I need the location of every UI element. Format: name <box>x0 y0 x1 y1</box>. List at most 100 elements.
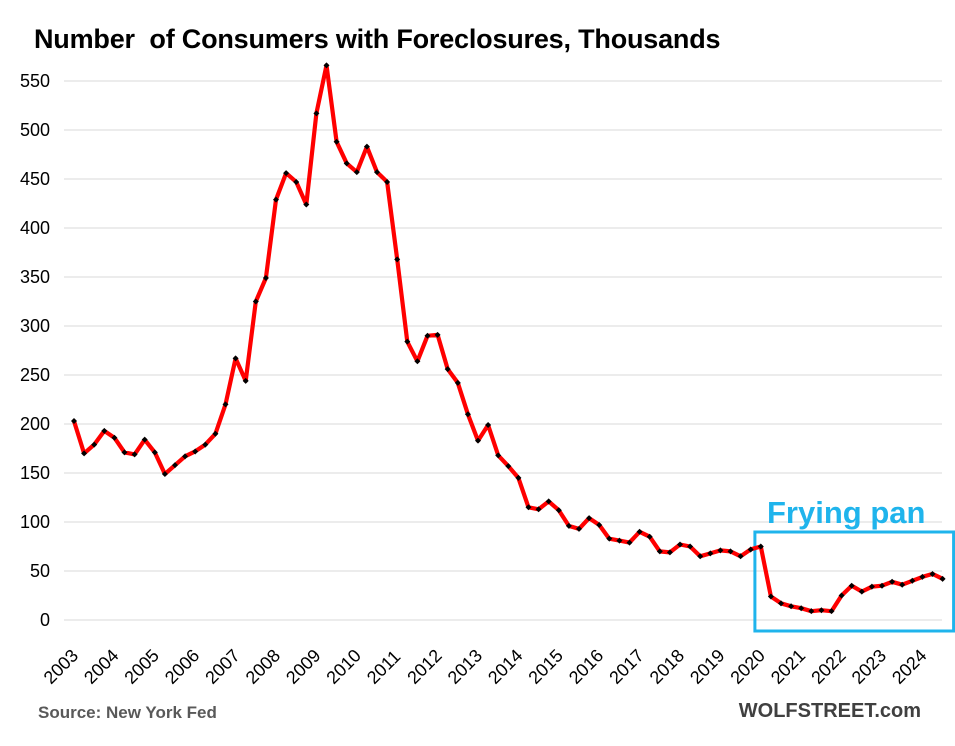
data-point <box>333 138 340 145</box>
x-tick-label: 2015 <box>524 645 566 687</box>
data-point <box>596 521 603 528</box>
x-axis-ticks: 2003200420052006200720082009201020112012… <box>40 645 931 687</box>
gridlines <box>64 80 942 621</box>
x-tick-label: 2018 <box>646 645 688 687</box>
data-point <box>919 573 926 580</box>
data-point <box>939 575 946 582</box>
data-point <box>666 549 673 556</box>
data-point <box>121 449 128 456</box>
data-point <box>343 160 350 167</box>
data-point <box>626 539 633 546</box>
x-tick-label: 2008 <box>242 645 284 687</box>
x-tick-label: 2004 <box>80 645 122 687</box>
data-point <box>414 358 421 365</box>
data-point <box>202 441 209 448</box>
data-point <box>101 427 108 434</box>
y-tick-label: 100 <box>20 512 50 532</box>
y-tick-label: 400 <box>20 218 50 238</box>
x-tick-label: 2022 <box>807 645 849 687</box>
x-tick-label: 2007 <box>201 645 243 687</box>
x-tick-label: 2003 <box>40 645 82 687</box>
data-point <box>687 543 694 550</box>
y-tick-label: 350 <box>20 267 50 287</box>
y-tick-label: 500 <box>20 120 50 140</box>
data-point <box>838 592 845 599</box>
data-point <box>222 401 229 408</box>
data-point <box>576 525 582 532</box>
data-point <box>717 547 724 554</box>
data-point <box>323 62 330 69</box>
data-point <box>111 434 118 441</box>
x-tick-label: 2011 <box>363 646 405 688</box>
annotation-layer: Frying pan <box>753 495 955 633</box>
x-tick-label: 2010 <box>322 645 364 687</box>
data-point <box>273 196 279 203</box>
annotation-label: Frying pan <box>767 495 925 530</box>
data-point <box>929 570 936 577</box>
data-point <box>151 449 158 456</box>
y-tick-label: 0 <box>40 610 50 630</box>
data-point <box>818 607 825 614</box>
data-point <box>535 506 542 513</box>
data-point <box>262 274 269 281</box>
data-point <box>858 588 865 595</box>
data-point <box>141 436 148 443</box>
data-point <box>172 462 178 469</box>
data-point <box>293 178 300 185</box>
data-point <box>909 577 916 584</box>
data-point <box>131 451 138 458</box>
data-point <box>889 578 896 585</box>
data-point <box>515 474 522 481</box>
series-layer <box>71 62 946 615</box>
data-point <box>798 605 805 612</box>
data-point <box>697 553 704 560</box>
data-point <box>767 593 774 600</box>
data-point <box>161 470 168 477</box>
data-point <box>444 366 451 373</box>
data-point <box>212 430 219 437</box>
y-axis-ticks: 0 50 100 150 200 250 300 350 400 450 500 550 <box>20 71 50 630</box>
data-point <box>182 453 189 460</box>
brand-watermark: WOLFSTREET.com <box>738 700 921 722</box>
data-point <box>545 498 552 505</box>
y-tick-label: 550 <box>20 71 50 91</box>
x-tick-label: 2005 <box>120 645 162 687</box>
data-point <box>71 418 77 425</box>
data-point <box>495 452 502 459</box>
data-point <box>303 201 310 208</box>
x-tick-label: 2019 <box>686 645 728 687</box>
data-point <box>555 507 562 514</box>
data-point <box>747 546 754 553</box>
x-tick-label: 2013 <box>444 645 486 687</box>
data-point <box>384 178 391 185</box>
data-point <box>232 355 239 362</box>
y-tick-label: 450 <box>20 169 50 189</box>
data-point <box>757 543 764 550</box>
data-point <box>242 377 249 384</box>
data-point <box>525 504 532 511</box>
data-point <box>879 582 885 589</box>
x-tick-label: 2020 <box>726 645 768 687</box>
data-point <box>828 608 835 615</box>
data-point <box>565 522 572 529</box>
data-point <box>505 463 512 470</box>
data-point <box>313 110 320 117</box>
annotation-box <box>753 530 955 633</box>
data-point <box>91 441 98 448</box>
data-point <box>363 143 370 150</box>
data-point <box>374 169 380 176</box>
data-point <box>434 331 441 338</box>
x-tick-label: 2024 <box>888 645 930 687</box>
data-point <box>283 170 290 177</box>
chart-title: Number of Consumers with Foreclosures, T… <box>34 24 721 54</box>
data-point <box>424 332 431 339</box>
data-point <box>475 437 481 444</box>
data-point <box>616 537 623 544</box>
x-tick-label: 2006 <box>161 645 203 687</box>
data-point <box>636 528 643 535</box>
y-tick-label: 250 <box>20 365 50 385</box>
source-note: Source: New York Fed <box>38 703 217 722</box>
x-tick-label: 2017 <box>605 645 647 687</box>
x-tick-label: 2009 <box>282 645 324 687</box>
x-tick-label: 2012 <box>403 645 445 687</box>
